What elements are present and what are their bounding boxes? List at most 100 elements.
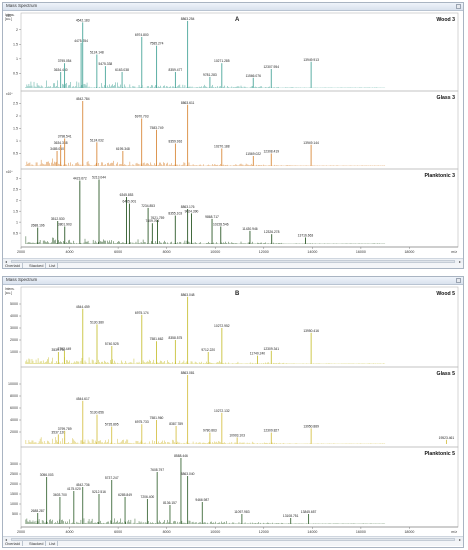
peak-label: 12309.341 (263, 347, 279, 351)
y-tick-label: 6000 (10, 406, 18, 410)
peak-label: 6195.348 (116, 147, 130, 151)
series-name: Wood 3 (436, 17, 455, 23)
scroll-left-icon[interactable]: ◂ (4, 537, 7, 542)
y-tick-label: 1500 (10, 492, 18, 496)
peak-label: 3056.003 (40, 473, 54, 477)
window-titlebar: Mass Spectrum (3, 277, 463, 285)
panel-frame (20, 168, 459, 248)
view-tabs: Overlaid Stacked List (3, 541, 463, 546)
peak-label: 3539.739 (51, 348, 65, 352)
y-exponent-label: x10⁴ (6, 92, 13, 96)
y-tick-label: 4000 (10, 418, 18, 422)
peak-label: 3512.530 (51, 217, 65, 221)
y-tick-label: 2 (16, 114, 18, 118)
close-icon[interactable] (456, 4, 461, 9)
spectrum-trace (25, 437, 386, 444)
peak-label: 10903.103 (229, 433, 245, 437)
scroll-left-icon[interactable]: ◂ (4, 259, 7, 264)
peak-label: 11740.240 (250, 352, 266, 356)
tab-list[interactable]: List (47, 263, 59, 268)
panel-frame (20, 90, 459, 170)
spectrum-window-a: Mass Spectrum A Intens. [a.u.] 0.5 1 1.5 2 x10⁴… (2, 2, 464, 269)
peak-label: 7234.853 (141, 204, 155, 208)
y-unit-label: Intens. (5, 287, 15, 291)
peak-label: 5130.656 (90, 411, 104, 415)
y-tick-label: 2000 (10, 338, 18, 342)
peak-label: 5212.516 (92, 490, 106, 494)
chart-panel-letter: A (235, 17, 240, 23)
x-tick-label: 14000 (307, 250, 317, 254)
x-tick-label: 8000 (163, 250, 171, 254)
peak-label: 13716.663 (298, 233, 314, 237)
peak-label: 11566.076 (246, 74, 262, 78)
y-tick-label: 3000 (10, 326, 18, 330)
close-icon[interactable] (456, 278, 461, 283)
series-name: Glass 5 (437, 371, 456, 377)
x-tick-label: 12000 (259, 250, 269, 254)
peak-label: 9466.987 (195, 498, 209, 502)
peak-label: 13108.751 (283, 514, 299, 518)
spectrum-trace (25, 357, 386, 364)
y-tick-label: 0.5 (13, 72, 18, 76)
y-tick-label: 1.5 (13, 42, 18, 46)
x-tick-label: 18000 (404, 530, 414, 534)
peak-label: 3799.789 (58, 427, 72, 431)
peak-label: 4423.672 (73, 177, 87, 181)
window-title: Mass Spectrum (6, 277, 38, 282)
x-tick-label: 12000 (259, 530, 269, 534)
scroll-thumb[interactable] (11, 538, 455, 541)
series-name: Glass 3 (437, 95, 456, 101)
y-tick-label: 1000 (10, 502, 18, 506)
peak-label: 6163.038 (115, 68, 129, 72)
horizontal-scrollbar[interactable]: ◂ ▸ (3, 536, 463, 542)
peak-label: 13949.913 (303, 58, 319, 62)
x-tick-label: 10000 (210, 250, 220, 254)
peak-label: 3634.440 (54, 68, 68, 72)
peak-label: 9712.220 (201, 348, 215, 352)
series-name: Planktonic 3 (424, 173, 455, 179)
peak-label: 3537.120 (51, 430, 65, 434)
scroll-thumb[interactable] (11, 260, 455, 263)
peak-label: 3485.060 (50, 147, 64, 151)
y-tick-label: 2 (16, 198, 18, 202)
horizontal-scrollbar[interactable]: ◂ ▸ (3, 258, 463, 264)
peak-label: 8358.575 (168, 336, 182, 340)
peak-label: 13950.889 (303, 424, 319, 428)
peak-label: 2688.196 (31, 224, 45, 228)
peak-label: 8588.446 (174, 454, 188, 458)
y-exponent-label: x10⁴ (6, 14, 13, 18)
window-title: Mass Spectrum (6, 3, 38, 8)
peak-label: 12308.419 (263, 150, 279, 154)
scroll-right-icon[interactable]: ▸ (458, 259, 461, 264)
peak-label: 6974.800 (135, 33, 149, 37)
y-unit-label: Intens. (5, 13, 15, 17)
peak-label: 3801.903 (58, 223, 72, 227)
x-tick-label: 4000 (66, 530, 74, 534)
spectrum-window-b: Mass Spectrum B Intens. [a.u.] 1000 2000 3000… (2, 276, 464, 548)
peak-label: 4542.736 (76, 483, 90, 487)
tab-stacked[interactable]: Stacked (27, 263, 47, 268)
y-tick-label: 0.5 (13, 231, 18, 235)
peak-label: 10272.952 (214, 324, 230, 328)
x-tick-label: 16000 (356, 250, 366, 254)
y-tick-label: 1000 (10, 350, 18, 354)
tab-list[interactable]: List (47, 541, 59, 546)
peak-label: 6970.703 (135, 115, 149, 119)
y-tick-label: 1 (16, 139, 18, 143)
view-tabs: Overlaid Stacked List (3, 263, 463, 268)
peak-label: 7585.274 (150, 42, 164, 46)
peak-label: 7583.749 (150, 126, 164, 130)
y-tick-label: 1 (16, 57, 18, 61)
y-tick-label: 3 (16, 177, 18, 181)
scroll-right-icon[interactable]: ▸ (458, 537, 461, 542)
peak-label: 5124.032 (90, 138, 104, 142)
peak-label: 3603.700 (53, 493, 67, 497)
panel-frame (20, 446, 459, 528)
tab-overlaid[interactable]: Overlaid (3, 541, 23, 546)
peak-label: 4544.459 (76, 305, 90, 309)
peak-label: 8863.611 (181, 101, 195, 105)
spectrum-noise (25, 80, 386, 88)
tab-stacked[interactable]: Stacked (27, 541, 47, 546)
tab-overlaid[interactable]: Overlaid (3, 263, 23, 268)
peak-label: 9868.717 (205, 215, 219, 219)
